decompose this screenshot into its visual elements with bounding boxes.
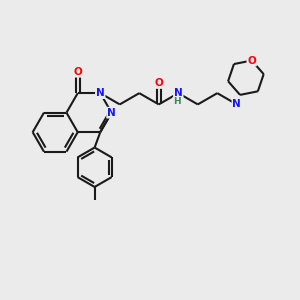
Text: N: N — [107, 108, 116, 118]
Text: N: N — [96, 88, 105, 98]
Text: O: O — [247, 56, 256, 65]
Text: N: N — [174, 88, 183, 98]
Text: N: N — [232, 99, 241, 110]
Text: O: O — [74, 67, 82, 77]
Text: O: O — [154, 78, 163, 88]
Text: H: H — [173, 98, 181, 106]
